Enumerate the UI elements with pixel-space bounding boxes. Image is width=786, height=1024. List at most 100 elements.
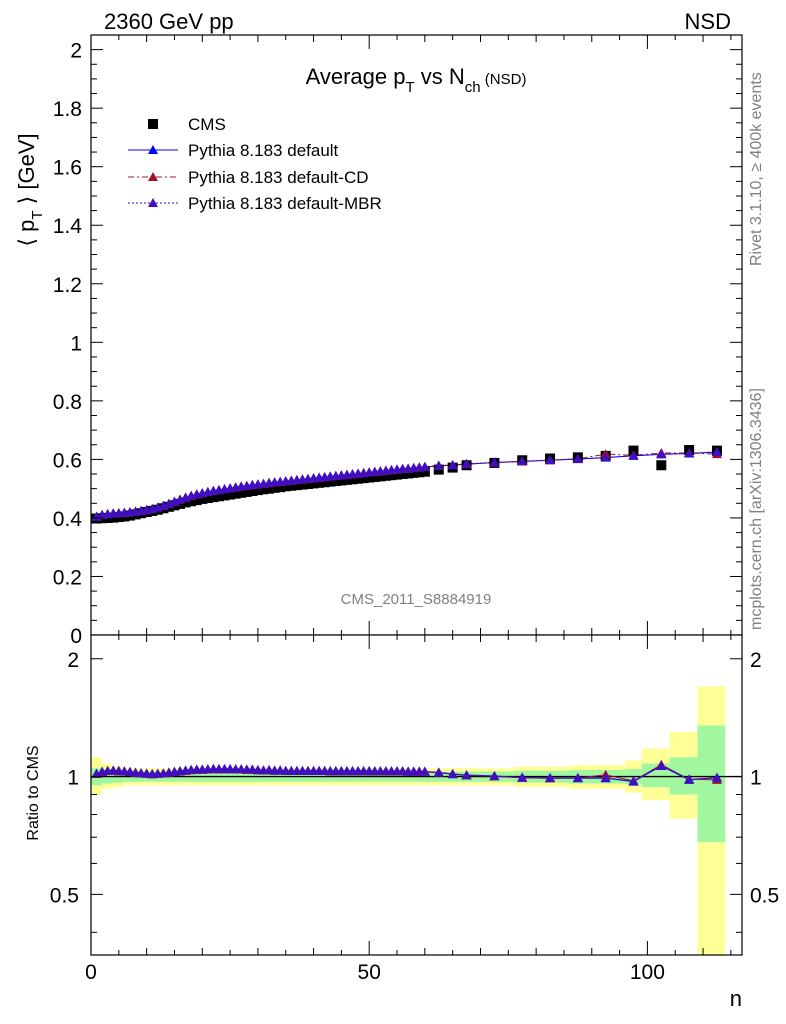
cms-data-point (408, 467, 419, 478)
cms-data-point (269, 482, 280, 493)
ratio-data-point (545, 772, 556, 782)
cms-data-point (419, 466, 430, 477)
x-tick-label: 100 (630, 961, 665, 984)
mc-data-point (447, 459, 458, 469)
ratio-data-point (572, 772, 583, 782)
analysis-tag: CMS_2011_S8884919 (341, 591, 492, 608)
cms-data-point (230, 488, 241, 499)
cms-data-point (108, 512, 119, 523)
cms-data-point (347, 474, 358, 485)
cms-data-point (325, 476, 336, 487)
ratio-y-tick-label-right: 0.5 (750, 884, 779, 907)
cms-data-point (247, 486, 258, 496)
rivet-version-text: Rivet 3.1.10, ≥ 400k events (748, 72, 765, 266)
cms-data-point (286, 480, 297, 491)
ratio-y-tick-label-right: 2 (750, 649, 762, 672)
main-y-tick-label: 0 (70, 625, 82, 648)
ratio-data-point (684, 774, 695, 784)
mc-data-point (433, 460, 444, 470)
ratio-data-point (433, 767, 444, 777)
ratio-y-tick-label: 2 (67, 649, 79, 672)
legend-label: Pythia 8.183 default-CD (188, 168, 369, 187)
main-y-axis-label: ⟨ pT ⟩ [GeV] (14, 133, 46, 246)
mc-data-point (628, 450, 639, 460)
ratio-data-point (517, 772, 528, 782)
main-panel (91, 35, 742, 635)
cms-data-point (330, 476, 341, 487)
cms-data-point (369, 471, 380, 482)
cms-data-point (314, 477, 325, 488)
ratio-data-point (656, 760, 667, 770)
main-y-tick-label: 1.8 (53, 98, 82, 121)
mcplots-reference-text: mcplots.cern.ch [arXiv:1306.3436] (748, 388, 765, 630)
ratio-data-point (600, 772, 611, 782)
legend-label: Pythia 8.183 default (188, 141, 339, 160)
legend-label: Pythia 8.183 default-MBR (188, 194, 382, 213)
cms-data-point (414, 467, 425, 478)
cms-data-point (403, 468, 414, 479)
cms-data-point (175, 498, 186, 509)
ratio-panel-series (91, 759, 722, 786)
cms-data-point (213, 491, 224, 502)
cms-data-point (353, 473, 364, 484)
ratio-data-point (419, 766, 430, 776)
ratio-panel-frame (90, 634, 743, 956)
cms-data-point (336, 475, 347, 486)
ratio-y-tick-label-right: 1 (750, 767, 762, 790)
mc-data-point (684, 448, 695, 458)
mc-data-point (711, 446, 722, 456)
ratio-data-point (711, 772, 722, 782)
mc-data-point (419, 461, 430, 471)
ratio-data-point (461, 770, 472, 780)
mc-data-point (517, 456, 528, 466)
main-y-tick-label: 2 (70, 40, 82, 63)
cms-data-point (656, 460, 667, 471)
mc-data-point (461, 458, 472, 468)
main-y-tick-label: 0.4 (53, 508, 83, 531)
main-y-tick-label: 0.6 (53, 449, 82, 472)
x-axis-label: n (730, 986, 742, 1011)
cms-data-point (303, 478, 313, 489)
main-y-tick-label: 1.6 (53, 157, 82, 180)
cms-data-point (202, 493, 213, 504)
cms-data-point (392, 469, 403, 480)
legend-marker-cms (148, 119, 158, 129)
cms-data-point (252, 485, 263, 496)
cms-data-point (225, 489, 236, 500)
cms-data-point (375, 471, 386, 482)
cms-data-point (275, 482, 286, 493)
main-y-tick-label: 1.2 (53, 274, 82, 297)
cms-data-point (397, 469, 408, 480)
process-label: NSD (685, 9, 731, 34)
cms-data-point (208, 492, 219, 503)
cms-data-point (319, 477, 330, 488)
ratio-panel-axes: 0.5 0.5 1 1 2 2 0 50 100 (50, 634, 779, 984)
chart-title: Average pT vs Nch (NSD) (306, 64, 527, 96)
legend-label: CMS (188, 115, 226, 134)
x-tick-label: 50 (358, 961, 381, 984)
cms-data-point (308, 478, 319, 489)
cms-data-point (241, 486, 252, 497)
mc-data-point (656, 449, 667, 459)
ratio-data-point (628, 776, 639, 786)
ratio-data-point (489, 770, 500, 780)
ratio-uncertainty-bands (91, 635, 742, 955)
mc-data-point (489, 457, 500, 467)
cms-data-point (291, 480, 302, 491)
cms-data-point (380, 470, 391, 481)
legend-marker-mc (148, 198, 158, 207)
x-tick-label: 0 (85, 961, 97, 984)
cms-data-point (364, 472, 375, 483)
cms-data-point (191, 495, 202, 506)
cms-data-point (197, 493, 208, 504)
cms-data-point (341, 474, 352, 485)
main-panel-series (91, 445, 722, 524)
cms-data-point (280, 481, 291, 492)
cms-data-point (386, 470, 397, 481)
ratio-y-tick-label: 1 (67, 767, 79, 790)
inner-uncertainty-band (697, 725, 726, 843)
main-panel-area (91, 35, 742, 635)
mc-data-point (572, 453, 583, 463)
main-y-tick-label: 0.8 (53, 391, 82, 414)
